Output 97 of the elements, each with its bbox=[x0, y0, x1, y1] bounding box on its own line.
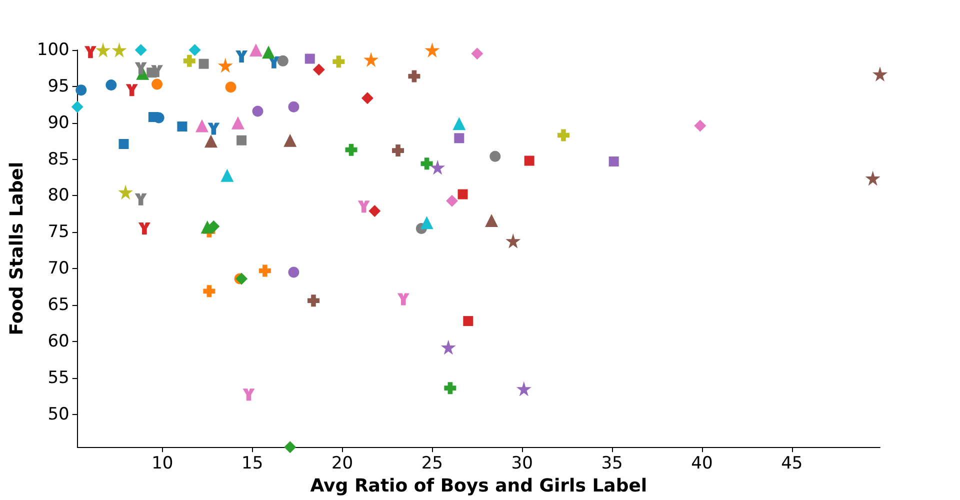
point bbox=[288, 266, 300, 278]
point bbox=[208, 122, 220, 135]
point bbox=[368, 205, 381, 218]
y-tick-label: 50 bbox=[48, 404, 70, 424]
point bbox=[392, 144, 404, 157]
point bbox=[220, 168, 234, 182]
y-tick-label: 95 bbox=[48, 76, 70, 96]
point bbox=[471, 48, 484, 60]
point bbox=[198, 58, 209, 69]
point bbox=[463, 316, 474, 326]
point bbox=[694, 120, 706, 132]
point bbox=[454, 133, 464, 144]
point bbox=[138, 222, 150, 235]
point bbox=[284, 134, 297, 147]
point bbox=[208, 220, 220, 232]
x-tick-label: 30 bbox=[511, 454, 533, 474]
x-tick-label: 45 bbox=[781, 454, 803, 474]
point bbox=[134, 62, 147, 74]
point bbox=[183, 54, 196, 67]
point bbox=[307, 294, 320, 307]
point bbox=[458, 189, 468, 200]
point bbox=[420, 158, 433, 170]
point bbox=[506, 233, 521, 248]
point bbox=[118, 138, 129, 149]
x-tick-label: 20 bbox=[331, 454, 354, 474]
x-tick-label: 10 bbox=[152, 454, 174, 474]
y-tick-label: 65 bbox=[48, 295, 70, 316]
x-axis-title: Avg Ratio of Boys and Girls Label bbox=[310, 476, 648, 496]
point bbox=[188, 44, 201, 56]
y-tick-label: 60 bbox=[48, 331, 70, 352]
point bbox=[444, 382, 456, 394]
point bbox=[96, 42, 111, 58]
point bbox=[236, 50, 248, 63]
point bbox=[440, 340, 456, 355]
point bbox=[204, 134, 218, 148]
point bbox=[408, 70, 420, 82]
point bbox=[76, 84, 87, 96]
point bbox=[397, 293, 410, 306]
point bbox=[152, 78, 163, 90]
point bbox=[516, 381, 532, 396]
point bbox=[430, 160, 446, 175]
point bbox=[364, 52, 379, 67]
y-tick-label: 85 bbox=[48, 149, 70, 170]
point bbox=[249, 44, 262, 56]
x-tick-label: 40 bbox=[691, 454, 713, 474]
point bbox=[203, 285, 216, 298]
point bbox=[236, 272, 248, 285]
point bbox=[312, 64, 325, 76]
point bbox=[446, 194, 458, 207]
point bbox=[424, 42, 440, 58]
point bbox=[106, 79, 117, 90]
point bbox=[134, 44, 147, 56]
point bbox=[252, 106, 264, 117]
point bbox=[231, 116, 244, 130]
point bbox=[420, 216, 434, 230]
point bbox=[71, 100, 84, 113]
point bbox=[84, 46, 96, 58]
y-tick-label: 55 bbox=[48, 368, 70, 388]
point bbox=[865, 170, 880, 186]
point bbox=[242, 388, 255, 401]
point bbox=[258, 264, 271, 277]
point bbox=[284, 441, 296, 454]
point bbox=[361, 92, 374, 104]
point bbox=[490, 150, 501, 162]
point bbox=[304, 54, 315, 64]
y-tick-label: 90 bbox=[48, 112, 70, 133]
y-tick-label: 100 bbox=[36, 40, 70, 60]
point bbox=[134, 193, 147, 206]
point bbox=[288, 101, 300, 112]
point bbox=[485, 214, 498, 227]
point bbox=[452, 117, 466, 130]
point bbox=[608, 156, 619, 166]
point bbox=[148, 112, 158, 122]
y-axis-title: Food Stalls Label bbox=[6, 162, 28, 336]
point bbox=[358, 200, 370, 213]
point bbox=[332, 56, 345, 68]
point bbox=[277, 55, 288, 66]
point bbox=[236, 135, 247, 146]
point bbox=[151, 65, 164, 78]
y-tick-label: 75 bbox=[48, 222, 70, 242]
x-tick-label: 15 bbox=[242, 454, 264, 474]
point bbox=[557, 129, 570, 142]
point bbox=[112, 42, 127, 58]
point bbox=[262, 46, 276, 59]
point bbox=[126, 84, 138, 96]
point bbox=[524, 156, 534, 166]
point bbox=[118, 184, 134, 200]
y-tick-label: 70 bbox=[48, 258, 70, 279]
y-tick-label: 80 bbox=[48, 186, 70, 206]
x-tick-label: 25 bbox=[421, 454, 444, 474]
point bbox=[218, 58, 233, 73]
point bbox=[225, 82, 236, 93]
point bbox=[177, 122, 188, 132]
point bbox=[345, 144, 358, 156]
point bbox=[195, 119, 208, 132]
point bbox=[872, 66, 888, 82]
x-tick-label: 35 bbox=[601, 454, 623, 474]
